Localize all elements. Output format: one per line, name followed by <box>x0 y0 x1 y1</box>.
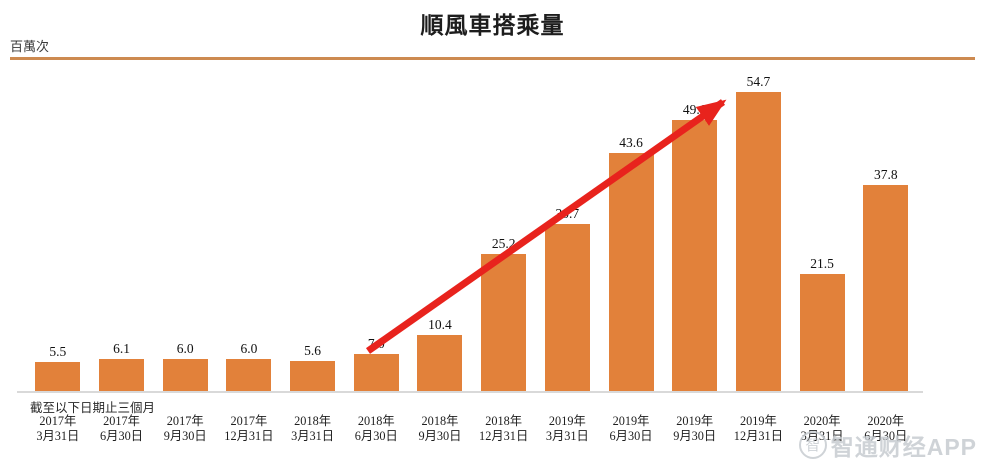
x-axis-label: 2018年 6月30日 <box>354 414 398 443</box>
x-axis-label: 2019年 6月30日 <box>609 414 653 443</box>
bar-group: 49.6 <box>663 60 727 392</box>
header-rule <box>10 57 975 60</box>
bar-group: 43.6 <box>599 60 663 392</box>
bar-value-label: 25.2 <box>491 235 516 251</box>
bar-value-label: 6.0 <box>176 341 194 357</box>
bar-group: 7.0 <box>344 60 408 392</box>
bar <box>481 253 527 392</box>
bar <box>226 359 272 392</box>
bar-value-label: 5.5 <box>49 343 67 359</box>
x-axis-label: 2018年 12月31日 <box>479 414 529 443</box>
x-axis-label: 2017年 6月30日 <box>100 414 144 443</box>
bar <box>608 153 654 392</box>
bar-group: 5.6 <box>281 60 345 392</box>
x-axis-label: 2017年 3月31日 <box>36 414 80 443</box>
x-axis-label: 2019年 3月31日 <box>545 414 589 443</box>
bar-value-label: 37.8 <box>873 166 898 182</box>
bar-group: 6.0 <box>153 60 217 392</box>
bar <box>35 361 81 392</box>
bar <box>162 359 208 392</box>
bar <box>417 335 463 392</box>
bar <box>544 223 590 392</box>
bar-value-label: 10.4 <box>428 317 452 333</box>
bar-value-label: 21.5 <box>810 256 834 272</box>
bar-group: 30.7 <box>536 60 600 392</box>
x-axis-footnote: 截至以下日期止三個月 <box>30 401 156 415</box>
bar-value-label: 30.7 <box>555 205 580 221</box>
bar <box>672 120 718 392</box>
bar <box>799 274 845 392</box>
bar-group: 37.8 <box>854 60 918 392</box>
x-axis-label: 2017年 9月30日 <box>163 414 207 443</box>
bar-value-label: 6.1 <box>113 340 130 356</box>
bar-value-label: 49.6 <box>682 102 707 118</box>
bar-value-label: 43.6 <box>619 135 643 151</box>
watermark-logo-icon: 智 <box>798 431 827 459</box>
bar-value-label: 7.0 <box>367 335 385 351</box>
bar <box>99 358 145 392</box>
x-axis-label: 2019年 12月31日 <box>733 414 783 443</box>
bar-group: 5.5 <box>26 60 90 392</box>
bar-group: 10.4 <box>408 60 472 392</box>
bar-group: 21.5 <box>790 60 854 392</box>
watermark-text: 智通财经APP <box>830 434 977 460</box>
bar <box>290 361 336 392</box>
watermark: 智 智通财经APP <box>798 428 977 462</box>
chart-title: 順風車搭乘量 <box>420 13 565 38</box>
bar-group: 25.2 <box>472 60 536 392</box>
x-axis-label: 2018年 3月31日 <box>291 414 335 443</box>
bar-group: 6.0 <box>217 60 281 392</box>
bar-value-label: 6.0 <box>240 341 258 357</box>
x-axis-label: 2020年 6月30日 <box>864 414 908 443</box>
x-axis-line <box>17 391 923 393</box>
x-axis-label: 2018年 9月30日 <box>418 414 462 443</box>
bar-plot-area: 5.5 6.1 6.0 6.0 5.6 7.0 10.4 25.2 30.7 43.6 49.6 54… <box>26 60 918 392</box>
bar-group: 6.1 <box>90 60 154 392</box>
bar <box>353 353 399 392</box>
bar <box>735 92 781 392</box>
y-axis-unit-label: 百萬次 <box>10 39 50 54</box>
bar <box>863 184 909 392</box>
x-axis-label: 2019年 9月30日 <box>673 414 717 443</box>
x-axis-label: 2017年 12月31日 <box>224 414 274 443</box>
bar-value-label: 5.6 <box>304 343 322 359</box>
bar-group: 54.7 <box>727 60 791 392</box>
x-axis-labels-row: 2017年 3月31日 2017年 6月30日 2017年 9月30日 2017年 12月31… <box>26 414 918 444</box>
bar-value-label: 54.7 <box>746 74 771 90</box>
